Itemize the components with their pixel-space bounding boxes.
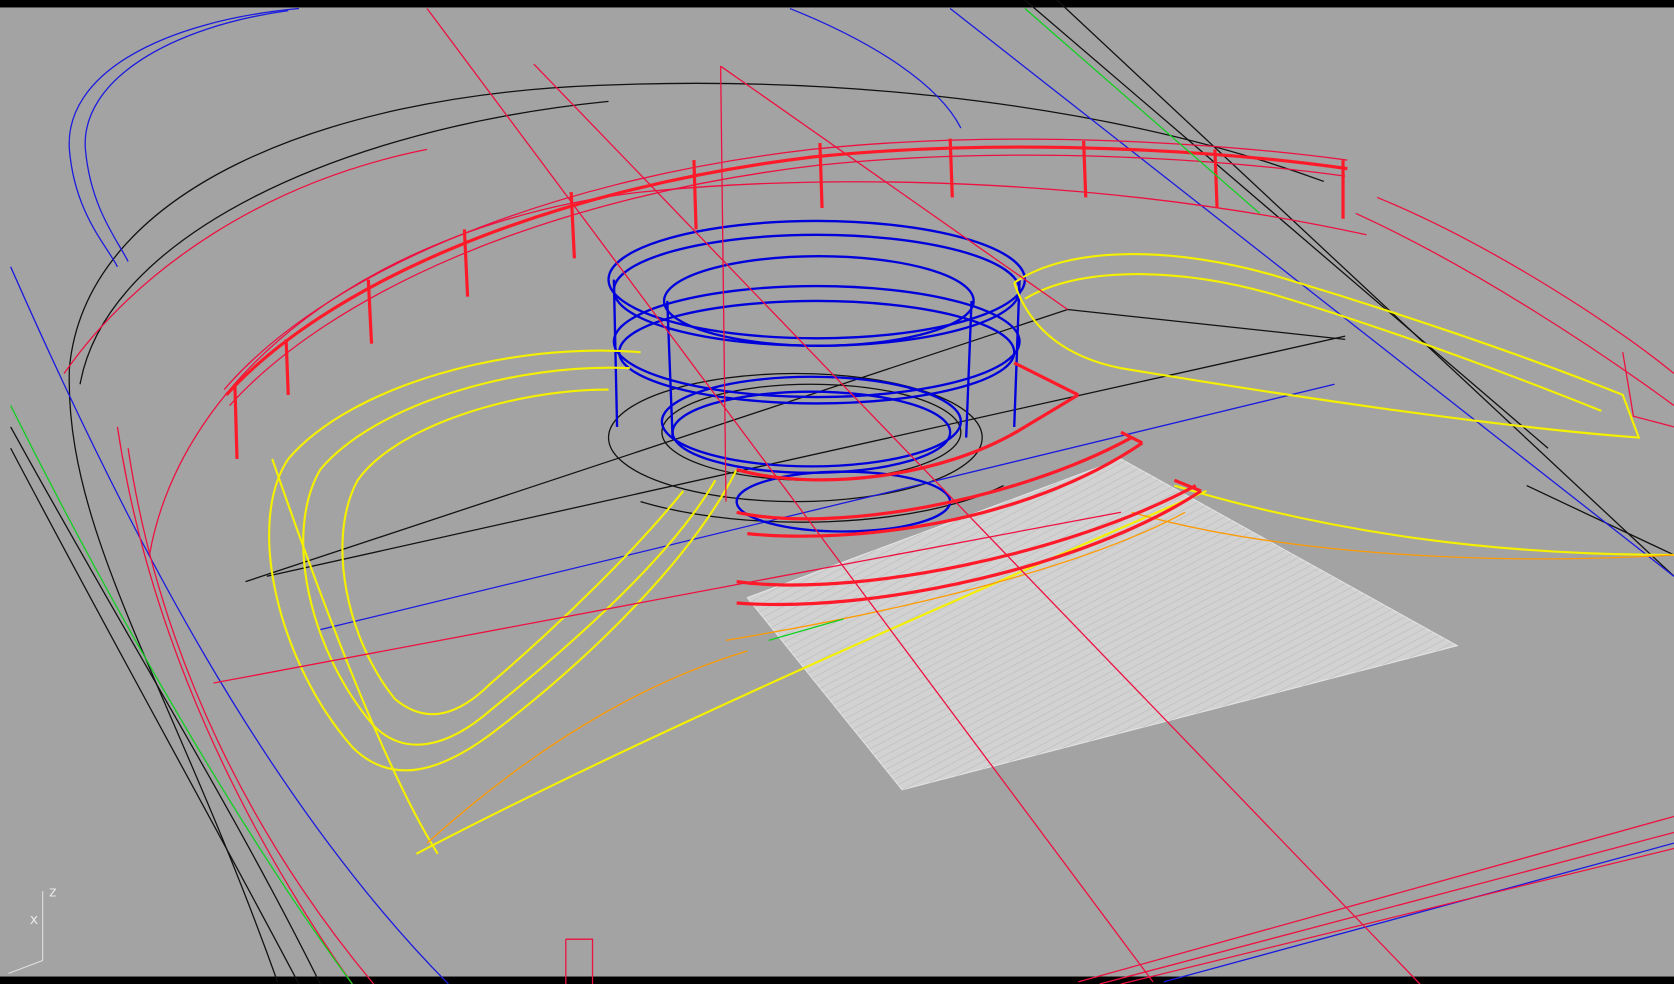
x-axis bbox=[8, 960, 43, 974]
blue-cylinders bbox=[607, 219, 1027, 533]
axis-label-x: x bbox=[30, 912, 38, 928]
axis-label-z: z bbox=[49, 884, 56, 900]
blue-wireframe bbox=[10, 7, 1674, 984]
red-railing bbox=[225, 138, 1348, 607]
bottom-border bbox=[0, 976, 1674, 984]
red-wireframe bbox=[63, 8, 1674, 984]
yellow-ring bbox=[268, 253, 1674, 855]
green-lines bbox=[10, 8, 1261, 984]
orange-wireframe bbox=[426, 511, 1674, 844]
axis-triad: z x bbox=[8, 884, 56, 974]
top-border bbox=[0, 0, 1674, 8]
mesh-surface bbox=[746, 458, 1459, 791]
